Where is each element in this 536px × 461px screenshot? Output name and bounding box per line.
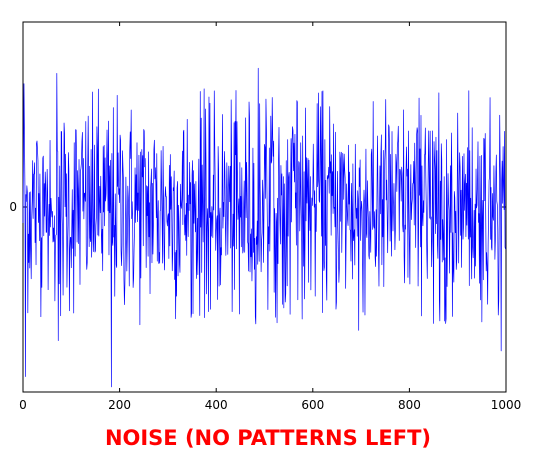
x-tick-label: 0: [19, 398, 27, 412]
x-axis-ticks: 0 200 400 600 800 1000: [19, 22, 521, 412]
series-line-noise: [22, 67, 506, 388]
x-tick-label: 400: [205, 398, 228, 412]
x-tick-label: 200: [108, 398, 131, 412]
x-tick-label: 800: [398, 398, 421, 412]
y-tick-label: 0: [9, 200, 17, 214]
chart-caption: NOISE (NO PATTERNS LEFT): [104, 426, 432, 450]
noise-chart: 0 200 400 600 800 1000 0: [9, 21, 521, 412]
x-tick-label: 600: [301, 398, 324, 412]
x-tick-label: 1000: [491, 398, 522, 412]
